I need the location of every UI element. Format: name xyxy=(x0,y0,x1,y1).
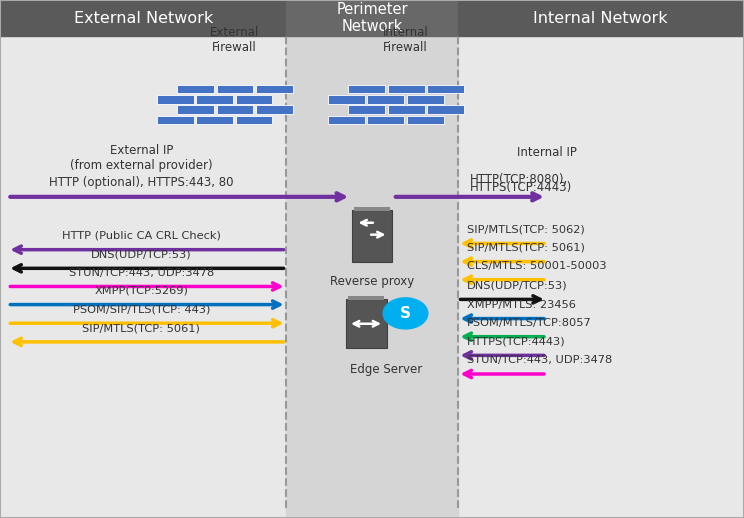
FancyBboxPatch shape xyxy=(354,207,390,211)
Text: External IP
(from external provider): External IP (from external provider) xyxy=(70,144,213,172)
Text: HTTP(TCP:8080),: HTTP(TCP:8080), xyxy=(470,174,568,186)
FancyBboxPatch shape xyxy=(328,95,365,104)
Text: External Network: External Network xyxy=(74,11,213,25)
Text: XMPP/MTLS: 23456: XMPP/MTLS: 23456 xyxy=(467,300,576,310)
Text: Reverse proxy: Reverse proxy xyxy=(330,275,414,287)
FancyBboxPatch shape xyxy=(351,210,393,262)
Text: SIP/MTLS(TCP: 5062): SIP/MTLS(TCP: 5062) xyxy=(467,225,585,235)
FancyBboxPatch shape xyxy=(196,116,233,124)
FancyBboxPatch shape xyxy=(368,95,404,104)
FancyBboxPatch shape xyxy=(427,85,464,93)
FancyBboxPatch shape xyxy=(388,105,425,114)
Text: HTTPS(TCP:4443): HTTPS(TCP:4443) xyxy=(467,337,566,347)
FancyBboxPatch shape xyxy=(348,296,384,300)
Text: Internal
Firewall: Internal Firewall xyxy=(382,26,429,54)
Text: HTTP (Public CA CRL Check): HTTP (Public CA CRL Check) xyxy=(62,231,221,241)
Text: Edge Server: Edge Server xyxy=(350,363,422,376)
FancyBboxPatch shape xyxy=(157,116,194,124)
Text: SIP/MTLS(TCP: 5061): SIP/MTLS(TCP: 5061) xyxy=(467,243,585,253)
FancyBboxPatch shape xyxy=(236,116,272,124)
Text: Internal Network: Internal Network xyxy=(533,11,668,25)
FancyBboxPatch shape xyxy=(328,116,365,124)
Text: DNS(UDP/TCP:53): DNS(UDP/TCP:53) xyxy=(467,281,568,291)
Text: PSOM/SIP/TLS(TCP: 443): PSOM/SIP/TLS(TCP: 443) xyxy=(73,305,210,314)
FancyBboxPatch shape xyxy=(368,116,404,124)
Text: SIP/MTLS(TCP: 5061): SIP/MTLS(TCP: 5061) xyxy=(83,323,200,333)
Text: XMPP(TCP:5269): XMPP(TCP:5269) xyxy=(94,286,188,296)
Bar xyxy=(286,36,458,518)
Text: External
Firewall: External Firewall xyxy=(210,26,259,54)
Text: PSOM/MTLS/TCP:8057: PSOM/MTLS/TCP:8057 xyxy=(467,318,592,328)
Text: CLS/MTLS: 50001-50003: CLS/MTLS: 50001-50003 xyxy=(467,261,607,271)
FancyBboxPatch shape xyxy=(256,105,292,114)
FancyBboxPatch shape xyxy=(177,105,214,114)
FancyBboxPatch shape xyxy=(345,299,387,348)
Bar xyxy=(286,0,458,36)
Text: STUN/TCP:443, UDP:3478: STUN/TCP:443, UDP:3478 xyxy=(68,268,214,278)
Text: Internal IP: Internal IP xyxy=(517,146,577,160)
Text: HTTP (optional), HTTPS:443, 80: HTTP (optional), HTTPS:443, 80 xyxy=(49,176,234,189)
FancyBboxPatch shape xyxy=(348,105,385,114)
FancyBboxPatch shape xyxy=(217,85,254,93)
FancyBboxPatch shape xyxy=(388,85,425,93)
Text: DNS(UDP/TCP:53): DNS(UDP/TCP:53) xyxy=(91,250,192,260)
Text: HTTPS(TCP:4443): HTTPS(TCP:4443) xyxy=(470,181,572,194)
FancyBboxPatch shape xyxy=(196,95,233,104)
FancyBboxPatch shape xyxy=(256,85,292,93)
Text: STUN/TCP:443, UDP:3478: STUN/TCP:443, UDP:3478 xyxy=(467,355,612,365)
FancyBboxPatch shape xyxy=(407,116,443,124)
Text: Perimeter
Network: Perimeter Network xyxy=(336,2,408,34)
FancyBboxPatch shape xyxy=(177,85,214,93)
Circle shape xyxy=(383,298,428,329)
Bar xyxy=(0,0,286,36)
FancyBboxPatch shape xyxy=(157,95,194,104)
FancyBboxPatch shape xyxy=(427,105,464,114)
FancyBboxPatch shape xyxy=(236,95,272,104)
FancyBboxPatch shape xyxy=(407,95,443,104)
FancyBboxPatch shape xyxy=(217,105,254,114)
Bar xyxy=(458,0,744,36)
FancyBboxPatch shape xyxy=(348,85,385,93)
Text: S: S xyxy=(400,306,411,321)
